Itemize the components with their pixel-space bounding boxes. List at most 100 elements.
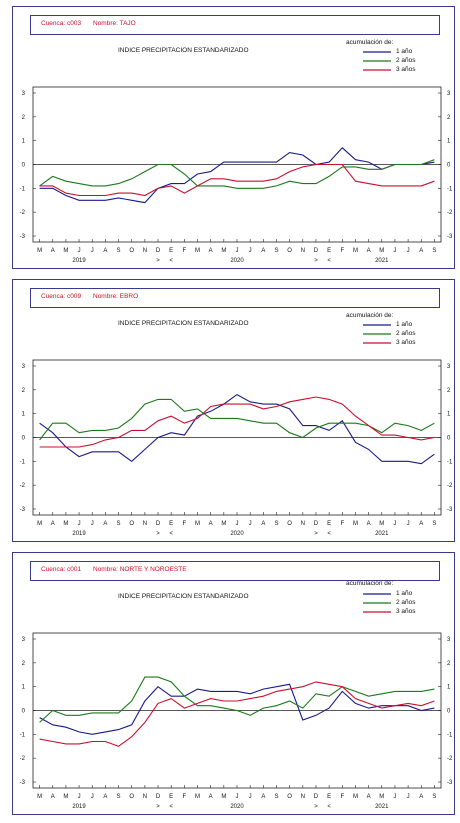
basin-name: Nombre: NORTE Y NOROESTE [93, 566, 187, 573]
chart-title: INDICE PRECIPITACION ESTANDARIZADO [118, 47, 249, 54]
x-tick-label: A [103, 794, 107, 800]
x-tick-label: A [367, 794, 371, 800]
x-tick-label: M [37, 521, 42, 527]
x-tick-label: O [129, 521, 134, 527]
x-tick-label: E [169, 794, 173, 800]
y-tick-label: 1 [447, 412, 451, 418]
y-tick-label: 2 [22, 388, 26, 394]
y-tick-label: -2 [447, 210, 453, 216]
x-tick-label: O [129, 794, 134, 800]
year-boundary-marker: < [169, 804, 173, 810]
spi-chart: 3 3 2 2 1 1 0 0 -1 -1 -2 -2 -3 -3 M A M J J A S O N D E F M A M J J A S O… [20, 51, 453, 264]
year-boundary-marker: > [156, 804, 160, 810]
x-tick-label: O [287, 794, 292, 800]
x-tick-label: M [353, 794, 358, 800]
year-label: 2020 [230, 804, 244, 810]
y-tick-label: 0 [22, 709, 26, 715]
x-tick-label: A [51, 794, 55, 800]
series-line-3 [39, 396, 435, 448]
x-tick-label: A [103, 248, 107, 254]
x-tick-label: S [274, 248, 278, 254]
year-label: 2019 [72, 804, 86, 810]
y-tick-label: -1 [447, 186, 453, 192]
x-tick-label: S [117, 521, 121, 527]
y-tick-label: 0 [22, 163, 26, 169]
x-tick-label: A [419, 794, 423, 800]
y-tick-label: -3 [447, 234, 453, 240]
x-tick-label: N [143, 248, 147, 254]
year-boundary-marker: < [169, 531, 173, 537]
basin-name: Nombre: TAJO [93, 20, 136, 27]
y-tick-label: 1 [447, 685, 451, 691]
x-tick-label: J [393, 794, 396, 800]
y-tick-label: 2 [22, 115, 26, 121]
legend-label-2: 2 años [396, 599, 416, 606]
y-tick-label: -3 [20, 507, 26, 513]
legend-label-1: 1 año [396, 321, 413, 328]
x-tick-label: S [274, 521, 278, 527]
x-tick-label: A [209, 794, 213, 800]
chart-panel-norte-y-noroeste: Cuenca: c001 Nombre: NORTE Y NOROESTE IN… [12, 552, 455, 815]
y-tick-label: -2 [447, 483, 453, 489]
x-tick-label: J [393, 248, 396, 254]
x-tick-label: M [63, 794, 68, 800]
year-boundary-marker: > [314, 258, 318, 264]
legend-label-3: 3 años [396, 339, 416, 346]
x-tick-label: M [221, 521, 226, 527]
x-tick-label: O [129, 248, 134, 254]
y-tick-label: -3 [20, 780, 26, 786]
legend-label-3: 3 años [396, 66, 416, 73]
x-tick-label: J [91, 521, 94, 527]
y-tick-label: 0 [447, 709, 451, 715]
x-tick-label: D [156, 794, 161, 800]
x-tick-label: J [249, 794, 252, 800]
x-tick-label: A [419, 521, 423, 527]
x-tick-label: S [117, 248, 121, 254]
x-tick-label: E [327, 794, 331, 800]
year-boundary-marker: > [156, 258, 160, 264]
legend-title: acumulación de: [346, 580, 394, 587]
x-tick-label: D [156, 521, 161, 527]
year-label: 2021 [375, 258, 389, 264]
x-tick-label: M [37, 248, 42, 254]
basin-header: Cuenca: c003 Nombre: TAJO [30, 15, 440, 35]
basin-code: Cuenca: c003 [41, 20, 82, 27]
y-tick-label: -2 [447, 756, 453, 762]
y-tick-label: 3 [22, 364, 26, 370]
x-tick-label: F [340, 248, 344, 254]
y-tick-label: -3 [447, 507, 453, 513]
y-tick-label: 3 [447, 364, 451, 370]
chart-panel-ebro: Cuenca: c009 Nombre: EBRO INDICE PRECIPI… [12, 279, 455, 542]
year-label: 2020 [230, 258, 244, 264]
x-tick-label: J [91, 794, 94, 800]
x-tick-label: A [51, 248, 55, 254]
x-tick-label: J [393, 521, 396, 527]
y-tick-label: 1 [447, 139, 451, 145]
x-tick-label: A [261, 794, 265, 800]
y-tick-label: -3 [20, 234, 26, 240]
year-boundary-marker: > [314, 531, 318, 537]
y-tick-label: 2 [447, 661, 451, 667]
x-tick-label: F [183, 794, 187, 800]
legend-label-1: 1 año [396, 590, 413, 597]
x-tick-label: A [103, 521, 107, 527]
x-tick-label: M [379, 794, 384, 800]
x-tick-label: A [51, 521, 55, 527]
x-tick-label: M [353, 521, 358, 527]
legend-label-3: 3 años [396, 608, 416, 615]
year-boundary-marker: < [327, 531, 331, 537]
x-tick-label: S [432, 248, 436, 254]
x-tick-label: D [314, 794, 319, 800]
x-tick-label: J [78, 521, 81, 527]
x-tick-label: O [287, 521, 292, 527]
y-tick-label: -1 [20, 732, 26, 738]
x-tick-label: O [287, 248, 292, 254]
x-tick-label: N [301, 794, 305, 800]
y-tick-label: 3 [22, 91, 26, 97]
y-tick-label: -1 [20, 459, 26, 465]
x-tick-label: A [367, 248, 371, 254]
chart-title: INDICE PRECIPITACION ESTANDARIZADO [118, 320, 249, 327]
x-tick-label: J [236, 794, 239, 800]
x-tick-label: J [91, 248, 94, 254]
x-tick-label: M [353, 248, 358, 254]
